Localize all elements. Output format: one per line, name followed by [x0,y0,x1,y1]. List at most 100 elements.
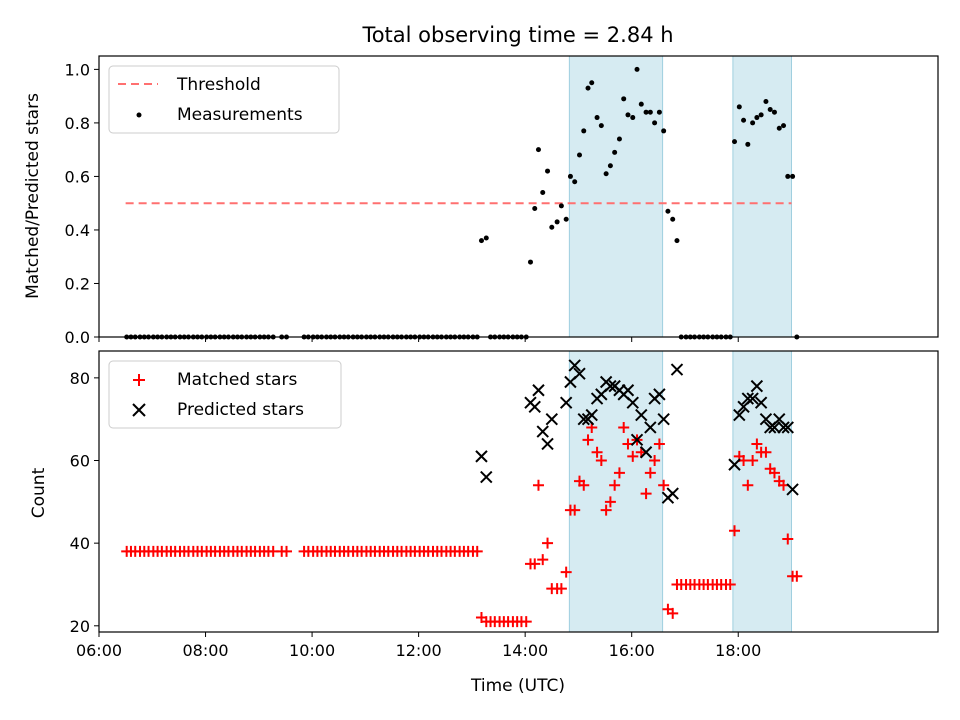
bottom-plus-point-103 [595,455,607,467]
legend-threshold-label: Threshold [176,75,261,95]
bottom-x-point-29 [653,388,666,401]
bottom-y-axis-label: Count [29,467,49,518]
bottom-data-marks [121,359,803,628]
bottom-x-axis: 06:00 08:00 10:00 12:00 14:00 16:00 18:00 [76,632,761,660]
bottom-plus-point-140 [760,446,772,458]
bottom-shaded-span-1 [732,350,793,633]
bottom-x-point-10 [568,359,581,372]
bottom-plus-point-133 [729,525,741,537]
top-dot-point-98 [576,152,582,158]
x-tick-label-5: 16:00 [609,641,655,660]
bottom-plus-point-114 [644,467,656,479]
bottom-x-point-7 [545,412,559,426]
bottom-x-point-47 [786,483,799,496]
bottom-y-tick-label-3: 80 [70,369,90,388]
top-dot-point-89 [535,147,541,153]
top-dot-point-105 [607,163,613,169]
top-y-axis: 0.0 0.2 0.4 0.6 0.8 1.0 [65,60,99,347]
x-tick-label-4: 14:00 [502,641,548,660]
top-dot-point-88 [532,206,538,212]
bottom-x-point-39 [750,379,764,393]
bottom-x-point-11 [573,367,586,380]
legend-predicted-swatch [132,403,146,417]
top-dot-point-143 [776,125,782,131]
top-dot-point-99 [581,128,587,134]
top-y-tick-label-1: 0.2 [65,274,90,293]
bottom-x-point-32 [666,487,679,500]
bottom-x-point-14 [585,408,598,422]
top-plot-frame [98,55,939,338]
top-dot-point-107 [616,136,622,142]
top-shaded-span-0 [568,55,664,338]
top-dot-point-103 [598,123,604,129]
bottom-x-point-24 [630,433,644,447]
top-dot-point-87 [527,259,533,265]
bottom-legend-frame [108,360,342,429]
bottom-legend: Matched stars Predicted stars [108,360,342,429]
top-y-tick-label-2: 0.4 [65,221,90,240]
bottom-x-point-33 [670,363,684,376]
bottom-y-axis: 20 40 60 80 [70,369,99,636]
bottom-plus-point-104 [600,504,612,516]
bottom-plus-point-108 [618,421,630,433]
top-dot-point-102 [594,115,600,121]
bottom-x-point-5 [536,425,549,438]
figure-title: Total observing time = 2.84 h [361,23,673,47]
top-dot-point-77 [483,235,489,241]
top-y-tick-label-5: 1.0 [65,60,90,79]
bottom-x-point-8 [559,396,573,409]
bottom-plus-point-89 [532,479,544,491]
bottom-x-point-38 [746,392,759,405]
bottom-x-point-34 [728,458,741,471]
top-dot-point-115 [652,120,658,126]
bottom-x-point-43 [768,421,781,434]
bottom-plus-point-90 [537,554,549,566]
top-dot-point-112 [638,101,644,107]
top-dot-point-114 [647,109,653,115]
bottom-x-axis-label: Time (UTC) [470,676,565,696]
bottom-y-tick-label-0: 20 [70,617,90,636]
legend-measurements-label: Measurements [177,105,303,125]
bottom-x-point-25 [635,408,648,422]
top-legend: Threshold Measurements [108,65,340,134]
legend-measurements-swatch [136,112,142,118]
top-dot-point-119 [670,216,676,222]
top-dot-point-94 [558,203,564,209]
bottom-x-point-27 [644,421,657,434]
bottom-plus-point-138 [751,438,763,450]
top-dot-point-113 [643,109,649,115]
bottom-plus-point-142 [768,467,780,479]
top-dot-point-95 [563,216,569,222]
bottom-x-point-6 [541,437,554,451]
top-dot-point-104 [603,171,609,177]
bottom-plus-point-97 [569,504,581,516]
top-dot-point-92 [549,224,555,230]
top-dot-point-135 [741,117,747,123]
bottom-panel: 06:00 08:00 10:00 12:00 14:00 16:00 18:00 20 40… [29,350,939,696]
bottom-x-point-23 [626,396,639,409]
top-legend-frame [108,65,340,134]
top-dot-point-144 [781,123,787,129]
bottom-plus-point-115 [649,455,661,467]
top-dot-point-109 [625,112,631,118]
top-dot-point-140 [763,98,769,104]
top-dot-point-134 [736,104,742,110]
legend-matched-swatch [133,374,145,386]
x-tick-label-2: 10:00 [289,641,335,660]
legend-predicted-label: Predicted stars [177,400,304,420]
bottom-plus-point-145 [782,533,794,545]
bottom-plus-point-86 [520,616,532,628]
bottom-plus-point-35 [281,545,293,557]
top-dot-point-145 [785,173,791,179]
top-dot-point-106 [612,149,618,155]
bottom-plus-point-147 [791,570,803,582]
top-dot-point-97 [572,179,578,185]
top-dot-point-111 [634,66,640,72]
bottom-plus-point-100 [582,434,594,446]
top-dot-point-108 [621,96,627,102]
bottom-plus-point-102 [591,446,603,458]
top-dot-point-138 [754,115,760,121]
bottom-x-point-26 [639,446,653,459]
bottom-x-point-22 [621,384,635,397]
bottom-plus-point-110 [627,450,639,462]
